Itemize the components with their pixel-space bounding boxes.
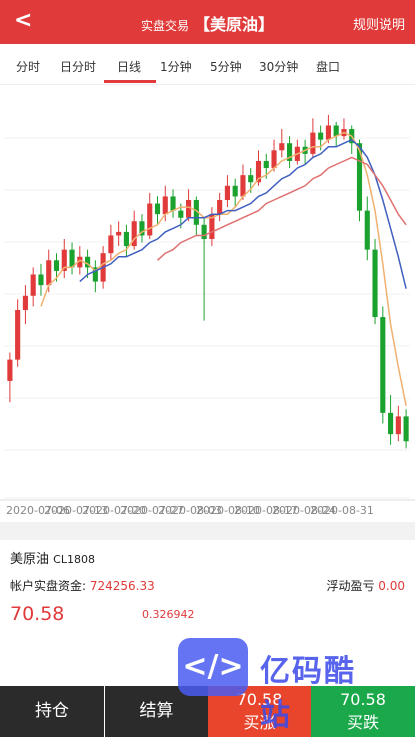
buy-down-price: 70.58 bbox=[340, 690, 386, 709]
hold-button[interactable]: 持仓 bbox=[0, 686, 104, 737]
title-small: 实盘交易 bbox=[140, 19, 189, 33]
candle-body bbox=[77, 256, 83, 268]
candle-body bbox=[209, 214, 215, 240]
title: 实盘交易 【美原油】 bbox=[0, 11, 415, 35]
buy-up-price: 70.58 bbox=[236, 690, 283, 709]
tab[interactable]: 日线 bbox=[117, 60, 142, 74]
tab-bar: 分时 日分时 日线 1分钟 5分钟 30分钟 盘口 bbox=[0, 44, 415, 85]
candle-body bbox=[403, 416, 409, 442]
pnl-value: 0.00 bbox=[378, 579, 405, 593]
candle-body bbox=[240, 175, 246, 197]
buy-down-label: 买跌 bbox=[346, 713, 379, 732]
moving-average-line bbox=[79, 138, 407, 289]
fund-label: 帐户实盘资金: bbox=[10, 579, 87, 593]
candle-body bbox=[310, 132, 316, 154]
x-tick-label: 2020-08-03 bbox=[158, 504, 222, 517]
separator bbox=[0, 522, 415, 540]
candle-body bbox=[318, 132, 324, 140]
info-panel: 美原油 CL1808 帐户实盘资金: 724256.33 浮动盈亏 0.00 7… bbox=[0, 540, 415, 686]
candle-body bbox=[271, 150, 277, 169]
fund-row: 帐户实盘资金: 724256.33 bbox=[10, 577, 155, 594]
candle-body bbox=[217, 199, 223, 215]
header: < 实盘交易 【美原油】 规则说明 bbox=[0, 0, 415, 44]
price: 70.58 bbox=[10, 603, 65, 625]
candle-body bbox=[61, 249, 67, 271]
candle-body bbox=[154, 203, 161, 215]
candle-body bbox=[356, 143, 363, 211]
x-tick-label: 2020-07-06 bbox=[6, 504, 70, 517]
x-tick-label: 2020-07-13 bbox=[44, 504, 108, 517]
watermark-logo: </> bbox=[178, 638, 248, 696]
candle-body bbox=[248, 175, 254, 183]
candle-body bbox=[85, 256, 91, 268]
candle-body bbox=[7, 359, 13, 381]
candle-body bbox=[92, 267, 98, 282]
candle-body bbox=[170, 196, 176, 211]
active-tab-underline bbox=[104, 80, 156, 83]
tab[interactable]: 分时 bbox=[16, 60, 41, 74]
tab[interactable]: 5分钟 bbox=[210, 60, 242, 74]
x-tick-label: 2020-08-31 bbox=[310, 504, 374, 517]
watermark-text: 亿码酷站 bbox=[260, 654, 356, 733]
fund-value: 724256.33 bbox=[89, 579, 155, 593]
product-code: CL1808 bbox=[53, 553, 95, 566]
candle-body bbox=[255, 160, 262, 183]
candle-body bbox=[263, 160, 269, 169]
candle-body bbox=[108, 235, 114, 254]
candle-body bbox=[46, 260, 52, 286]
name-row: 美原油 CL1808 bbox=[10, 548, 95, 567]
x-tick-label: 2020-08-17 bbox=[234, 504, 298, 517]
candle-body bbox=[123, 231, 129, 247]
candle-body bbox=[116, 231, 122, 236]
candle-body bbox=[388, 412, 394, 435]
candle-body bbox=[224, 185, 230, 200]
tab[interactable]: 盘口 bbox=[316, 60, 341, 74]
candle-body bbox=[162, 196, 168, 215]
change: 0.326942 bbox=[142, 608, 195, 621]
pnl-label: 浮动盈亏 bbox=[326, 579, 375, 593]
candle-body bbox=[193, 199, 199, 225]
candle-body bbox=[287, 143, 293, 161]
tab[interactable]: 30分钟 bbox=[259, 60, 299, 74]
product-name: 美原油 bbox=[10, 552, 50, 567]
candle-body bbox=[22, 295, 28, 310]
x-tick-label: 2020-07-27 bbox=[120, 504, 184, 517]
chart: 2020-07-062020-07-132020-07-202020-07-27… bbox=[0, 114, 415, 517]
buy-up-label: 买涨 bbox=[243, 713, 276, 732]
grid bbox=[5, 137, 410, 499]
candle-body bbox=[53, 260, 60, 271]
candle-body bbox=[380, 317, 386, 413]
title-main: 【美原油】 bbox=[194, 15, 275, 34]
x-tick-label: 2020-07-20 bbox=[82, 504, 146, 517]
candle-body bbox=[325, 125, 331, 140]
candle-body bbox=[38, 274, 44, 286]
candle-body bbox=[333, 125, 339, 137]
candle-body bbox=[395, 416, 401, 435]
candle-body bbox=[186, 199, 192, 218]
candle-body bbox=[364, 210, 370, 250]
candle-body bbox=[178, 210, 184, 218]
moving-average-line bbox=[40, 131, 407, 406]
candle-body bbox=[30, 274, 36, 296]
moving-average-line bbox=[156, 156, 407, 261]
candle-body bbox=[232, 185, 238, 197]
candle-body bbox=[69, 249, 75, 268]
candle-body bbox=[201, 224, 207, 240]
tab[interactable]: 日分时 bbox=[60, 60, 97, 74]
candle-body bbox=[372, 249, 378, 318]
pnl-row: 浮动盈亏 0.00 bbox=[326, 577, 405, 594]
candle-body bbox=[131, 221, 137, 247]
candle-body bbox=[279, 143, 285, 151]
x-tick-label: 2020-08-24 bbox=[272, 504, 336, 517]
candle-body bbox=[147, 203, 153, 236]
tab[interactable]: 1分钟 bbox=[160, 60, 192, 74]
back-button[interactable]: < bbox=[14, 8, 33, 33]
candle-body bbox=[15, 309, 21, 360]
candle-body bbox=[139, 221, 145, 236]
buy-down-button[interactable]: 70.58 买跌 bbox=[311, 686, 415, 737]
rules-link[interactable]: 规则说明 bbox=[352, 18, 405, 33]
x-tick-label: 2020-08-10 bbox=[196, 504, 260, 517]
watermark: </> 亿码酷站 bbox=[178, 634, 383, 733]
